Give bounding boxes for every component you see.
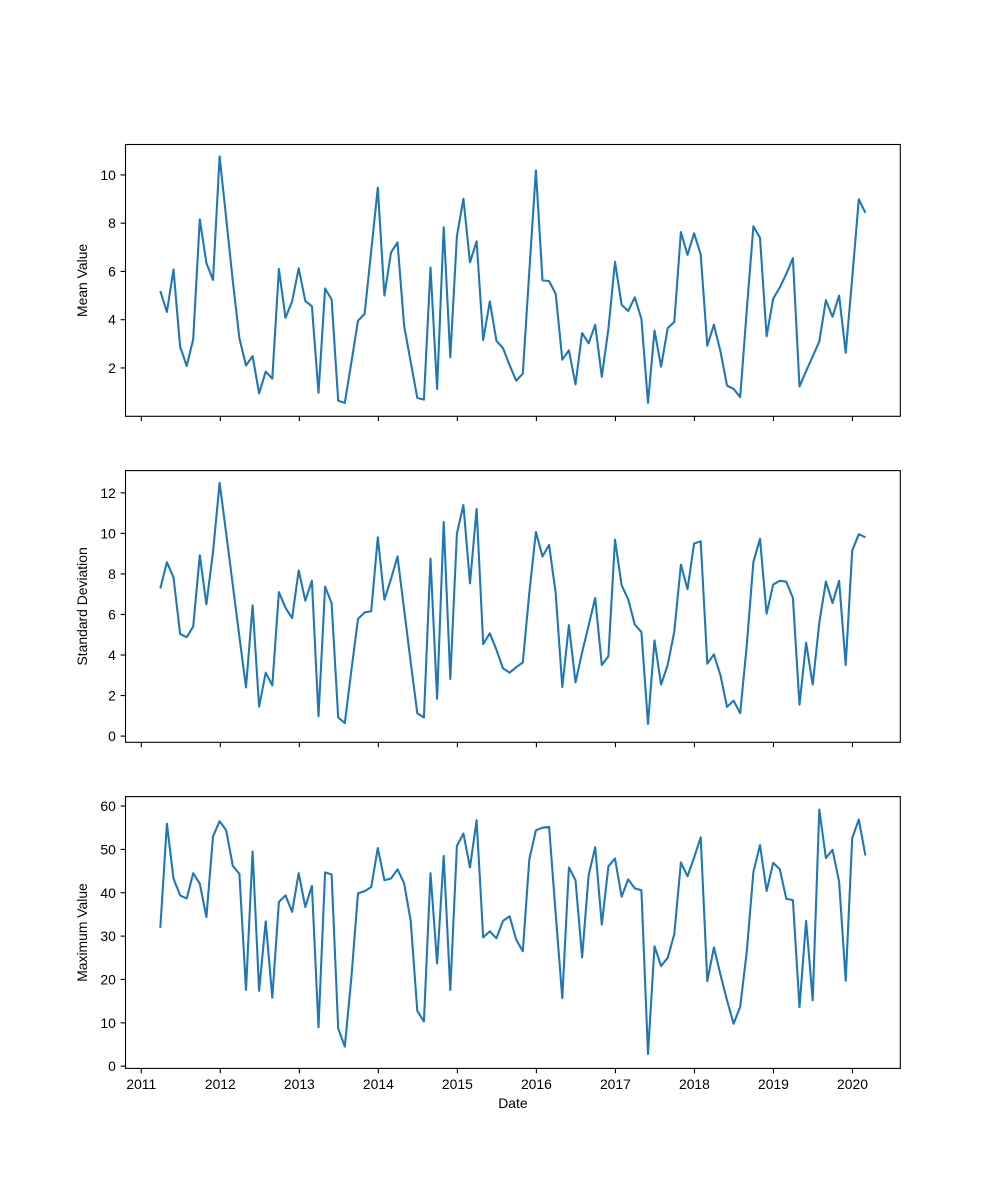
svg-text:20: 20 [100, 971, 116, 987]
svg-text:2011: 2011 [126, 1076, 156, 1092]
svg-text:10: 10 [100, 525, 116, 541]
svg-text:2019: 2019 [758, 1076, 789, 1092]
svg-text:12: 12 [100, 485, 116, 501]
svg-text:2017: 2017 [600, 1076, 631, 1092]
svg-text:2: 2 [108, 688, 116, 704]
svg-text:6: 6 [108, 606, 116, 622]
svg-text:2015: 2015 [442, 1076, 473, 1092]
svg-text:0: 0 [108, 728, 116, 744]
svg-text:6: 6 [108, 263, 116, 279]
svg-text:0: 0 [108, 1058, 116, 1074]
svg-text:60: 60 [100, 798, 116, 814]
svg-text:2: 2 [108, 360, 116, 376]
svg-text:10: 10 [100, 167, 116, 183]
svg-text:40: 40 [100, 885, 116, 901]
svg-text:2012: 2012 [205, 1076, 236, 1092]
svg-text:2018: 2018 [679, 1076, 710, 1092]
svg-text:Maximum Value: Maximum Value [74, 883, 90, 982]
svg-text:8: 8 [108, 566, 116, 582]
svg-text:30: 30 [100, 928, 116, 944]
svg-text:2020: 2020 [837, 1076, 868, 1092]
svg-text:2016: 2016 [521, 1076, 552, 1092]
svg-text:8: 8 [108, 215, 116, 231]
svg-text:2014: 2014 [363, 1076, 394, 1092]
svg-text:50: 50 [100, 841, 116, 857]
svg-text:Standard Deviation: Standard Deviation [74, 547, 90, 665]
svg-text:10: 10 [100, 1015, 116, 1031]
svg-text:Mean Value: Mean Value [74, 244, 90, 317]
svg-text:4: 4 [108, 312, 116, 328]
svg-text:2013: 2013 [284, 1076, 315, 1092]
svg-text:4: 4 [108, 647, 116, 663]
svg-text:Date: Date [498, 1095, 528, 1111]
